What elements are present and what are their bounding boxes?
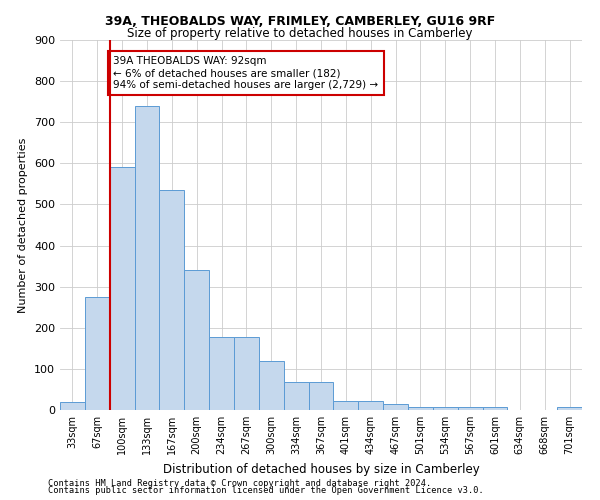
Text: 39A, THEOBALDS WAY, FRIMLEY, CAMBERLEY, GU16 9RF: 39A, THEOBALDS WAY, FRIMLEY, CAMBERLEY, … [105, 15, 495, 28]
X-axis label: Distribution of detached houses by size in Camberley: Distribution of detached houses by size … [163, 462, 479, 475]
Bar [134, 106, 160, 410]
Text: Size of property relative to detached houses in Camberley: Size of property relative to detached ho… [127, 28, 473, 40]
Bar [284, 382, 308, 410]
Bar [458, 406, 482, 410]
Text: Contains public sector information licensed under the Open Government Licence v3: Contains public sector information licen… [48, 486, 484, 495]
Bar [557, 406, 582, 410]
Bar [433, 407, 458, 410]
Bar [334, 401, 358, 410]
Bar [60, 402, 85, 410]
Bar [482, 406, 508, 410]
Text: 39A THEOBALDS WAY: 92sqm
← 6% of detached houses are smaller (182)
94% of semi-d: 39A THEOBALDS WAY: 92sqm ← 6% of detache… [113, 56, 379, 90]
Bar [209, 337, 234, 410]
Bar [259, 362, 284, 410]
Bar [383, 404, 408, 410]
Bar [85, 297, 110, 410]
Bar [234, 337, 259, 410]
Bar [184, 270, 209, 410]
Y-axis label: Number of detached properties: Number of detached properties [19, 138, 28, 312]
Bar [160, 190, 184, 410]
Bar [408, 407, 433, 410]
Bar [110, 168, 134, 410]
Bar [308, 382, 334, 410]
Text: Contains HM Land Registry data © Crown copyright and database right 2024.: Contains HM Land Registry data © Crown c… [48, 478, 431, 488]
Bar [358, 401, 383, 410]
